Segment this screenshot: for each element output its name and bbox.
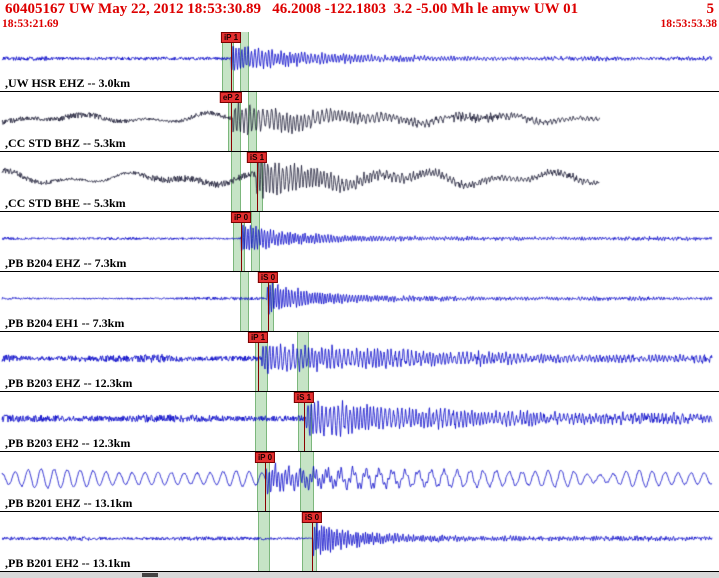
trace-row: iP 1 ,UW HSR EHZ -- 3.0km	[0, 32, 719, 92]
waveform-canvas[interactable]	[0, 92, 719, 151]
time-range-bar: 18:53:21.69 18:53:53.38	[0, 18, 719, 32]
trace-area: iP 1 ,UW HSR EHZ -- 3.0km eP 2 ,CC STD B…	[0, 32, 719, 572]
trace-row: eP 2 ,CC STD BHZ -- 5.3km	[0, 92, 719, 152]
trace-row: iS 0 ,PB B204 EH1 -- 7.3km	[0, 272, 719, 332]
event-summary: 60405167 UW May 22, 2012 18:53:30.89 46.…	[5, 1, 579, 17]
channel-label: ,PB B203 EHZ -- 12.3km	[5, 376, 133, 390]
trace-row: iP 0 ,PB B204 EHZ -- 7.3km	[0, 212, 719, 272]
trace-row: iS 1 ,CC STD BHE -- 5.3km	[0, 152, 719, 212]
channel-label: ,PB B201 EH2 -- 13.1km	[5, 556, 131, 570]
window-start-time: 18:53:21.69	[2, 18, 59, 30]
waveform-canvas[interactable]	[0, 272, 719, 331]
pick-label: iS 0	[304, 513, 320, 522]
window-end-time: 18:53:53.38	[660, 18, 717, 30]
trace-row: iS 0 ,PB B201 EH2 -- 13.1km	[0, 512, 719, 572]
pick-flag[interactable]: iS 1	[246, 152, 268, 163]
pick-time-line	[268, 272, 269, 331]
pick-time-line	[231, 92, 232, 151]
channel-label: ,PB B201 EHZ -- 13.1km	[5, 496, 133, 510]
pick-flag[interactable]: iS 0	[301, 512, 323, 523]
pick-label: eP 2	[222, 93, 240, 102]
pick-label: iP 0	[257, 453, 273, 462]
pick-flag[interactable]: iS 0	[257, 272, 279, 283]
pick-time-line	[258, 332, 259, 391]
trace-row: iP 0 ,PB B201 EHZ -- 13.1km	[0, 452, 719, 512]
pick-flag[interactable]: iP 0	[230, 212, 252, 223]
pick-flag[interactable]: eP 2	[219, 92, 243, 103]
waveform-canvas[interactable]	[0, 32, 719, 91]
channel-label: ,PB B204 EHZ -- 7.3km	[5, 256, 127, 270]
waveform-canvas[interactable]	[0, 152, 719, 211]
event-header: 60405167 UW May 22, 2012 18:53:30.89 46.…	[0, 0, 719, 18]
pick-label: iS 0	[260, 273, 276, 282]
pick-time-line	[257, 152, 258, 211]
pick-time-line	[231, 32, 232, 91]
pick-time-line	[265, 452, 266, 511]
pick-label: iS 1	[249, 153, 265, 162]
waveform-canvas[interactable]	[0, 392, 719, 451]
waveform-canvas[interactable]	[0, 332, 719, 391]
pick-label: iP 1	[250, 333, 266, 342]
pick-time-line	[304, 392, 305, 451]
pick-flag[interactable]: iP 1	[220, 32, 242, 43]
waveform-canvas[interactable]	[0, 452, 719, 511]
scrollbar-thumb[interactable]	[142, 573, 158, 577]
channel-label: ,UW HSR EHZ -- 3.0km	[5, 76, 131, 90]
waveform-canvas[interactable]	[0, 212, 719, 271]
pick-flag[interactable]: iP 1	[247, 332, 269, 343]
pick-time-line	[312, 512, 313, 571]
channel-label: ,PB B203 EH2 -- 12.3km	[5, 436, 131, 450]
waveform-canvas[interactable]	[0, 512, 719, 571]
trace-row: iS 1 ,PB B203 EH2 -- 12.3km	[0, 392, 719, 452]
channel-label: ,CC STD BHZ -- 5.3km	[5, 136, 126, 150]
pick-label: iP 1	[223, 33, 239, 42]
event-pick-count: 5	[706, 1, 715, 17]
channel-label: ,CC STD BHE -- 5.3km	[5, 196, 126, 210]
channel-label: ,PB B204 EH1 -- 7.3km	[5, 316, 125, 330]
pick-time-line	[241, 212, 242, 271]
pick-label: iS 1	[296, 393, 312, 402]
pick-flag[interactable]: iP 0	[254, 452, 276, 463]
pick-label: iP 0	[233, 213, 249, 222]
trace-row: iP 1 ,PB B203 EHZ -- 12.3km	[0, 332, 719, 392]
pick-flag[interactable]: iS 1	[293, 392, 315, 403]
horizontal-scrollbar[interactable]	[0, 572, 719, 578]
